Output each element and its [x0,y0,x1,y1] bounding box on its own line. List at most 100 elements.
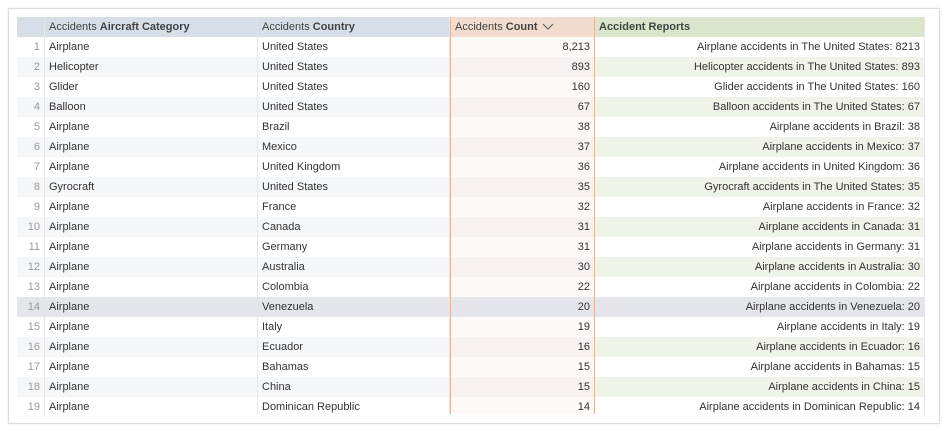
header-prefix: Accidents [455,21,503,33]
table-cell: Ecuador [258,337,450,357]
row-number: 18 [17,377,45,397]
header-prefix: Accidents [262,21,310,33]
table-cell: Airplane accidents in Italy: 19 [595,317,925,337]
table-cell: United States [258,57,450,77]
table-cell: Brazil [258,117,450,137]
table-cell: 15 [450,377,595,397]
table-cell: Helicopter [45,57,258,77]
table-cell: 16 [450,337,595,357]
row-number: 14 [17,297,45,317]
table-cell: Mexico [258,137,450,157]
row-number: 16 [17,337,45,357]
table-cell: Airplane accidents in France: 32 [595,197,925,217]
table-cell: 31 [450,217,595,237]
table-cell: Balloon accidents in The United States: … [595,97,925,117]
table-cell: Airplane accidents in Ecuador: 16 [595,337,925,357]
table-cell: Gyrocraft [45,177,258,197]
table-cell: Airplane accidents in Canada: 31 [595,217,925,237]
table-cell: Airplane accidents in Australia: 30 [595,257,925,277]
table-cell: 8,213 [450,37,595,57]
table-cell: Dominican Republic [258,397,450,414]
header-cell[interactable]: Accidents Count [450,17,595,37]
row-number: 6 [17,137,45,157]
table-cell: Airplane accidents in The United States:… [595,37,925,57]
sort-icon[interactable] [542,23,554,31]
table-cell: 15 [450,357,595,377]
table-cell: 67 [450,97,595,117]
table-cell: Airplane [45,397,258,414]
row-number: 8 [17,177,45,197]
header-cell: Accident Reports [595,17,925,37]
table-cell: Airplane accidents in Dominican Republic… [595,397,925,414]
table-cell: 160 [450,77,595,97]
header-cell: Accidents Country [258,17,450,37]
table-cell: 32 [450,197,595,217]
table-cell: Airplane [45,137,258,157]
table-cell: 14 [450,397,595,414]
row-number: 13 [17,277,45,297]
table-cell: Airplane accidents in Mexico: 37 [595,137,925,157]
table-cell: United Kingdom [258,157,450,177]
header-label: Count [505,21,538,33]
table-cell: 35 [450,177,595,197]
row-number: 17 [17,357,45,377]
table-cell: Balloon [45,97,258,117]
table-cell: Italy [258,317,450,337]
table-panel: Accidents Aircraft Category Accidents Cou… [8,8,940,424]
table-cell: Gyrocraft accidents in The United States… [595,177,925,197]
table-cell: Bahamas [258,357,450,377]
table-cell: Airplane accidents in Brazil: 38 [595,117,925,137]
table-cell: Glider accidents in The United States: 1… [595,77,925,97]
table-cell: 38 [450,117,595,137]
table-cell: Venezuela [258,297,450,317]
table-cell: Airplane [45,337,258,357]
header-label: Country [312,21,355,33]
table-cell: Airplane [45,237,258,257]
row-number: 4 [17,97,45,117]
table-cell: Airplane accidents in Colombia: 22 [595,277,925,297]
table-cell: Airplane [45,37,258,57]
header-label: Accident Reports [599,21,691,33]
table-cell: Airplane [45,157,258,177]
row-number: 9 [17,197,45,217]
table-cell: China [258,377,450,397]
header-label: Aircraft Category [99,21,190,33]
row-number: 3 [17,77,45,97]
table-cell: Airplane accidents in United Kingdom: 36 [595,157,925,177]
table-cell: Airplane accidents in Venezuela: 20 [595,297,925,317]
table-cell: United States [258,77,450,97]
row-number: 11 [17,237,45,257]
table-cell: Airplane [45,297,258,317]
row-number: 2 [17,57,45,77]
table-cell: Airplane [45,217,258,237]
table-cell: Germany [258,237,450,257]
table-cell: Airplane [45,377,258,397]
table-cell: Airplane [45,117,258,137]
table-cell: 36 [450,157,595,177]
table-cell: Airplane [45,317,258,337]
table-cell: Australia [258,257,450,277]
header-prefix: Accidents [49,21,97,33]
row-number: 5 [17,117,45,137]
table-cell: Airplane accidents in Germany: 31 [595,237,925,257]
table-cell: Glider [45,77,258,97]
table-cell: Airplane [45,197,258,217]
table-cell: 22 [450,277,595,297]
table-cell: Airplane [45,277,258,297]
table-cell: Airplane [45,257,258,277]
table-cell: United States [258,97,450,117]
table-cell: 31 [450,237,595,257]
table-cell: 893 [450,57,595,77]
row-number: 12 [17,257,45,277]
row-number: 15 [17,317,45,337]
table-cell: United States [258,177,450,197]
table-cell: United States [258,37,450,57]
table-cell: Canada [258,217,450,237]
header-cell [17,17,45,37]
table-cell: Airplane accidents in Bahamas: 15 [595,357,925,377]
table-cell: 19 [450,317,595,337]
table-cell: 30 [450,257,595,277]
header-cell: Accidents Aircraft Category [45,17,258,37]
row-number: 19 [17,397,45,414]
